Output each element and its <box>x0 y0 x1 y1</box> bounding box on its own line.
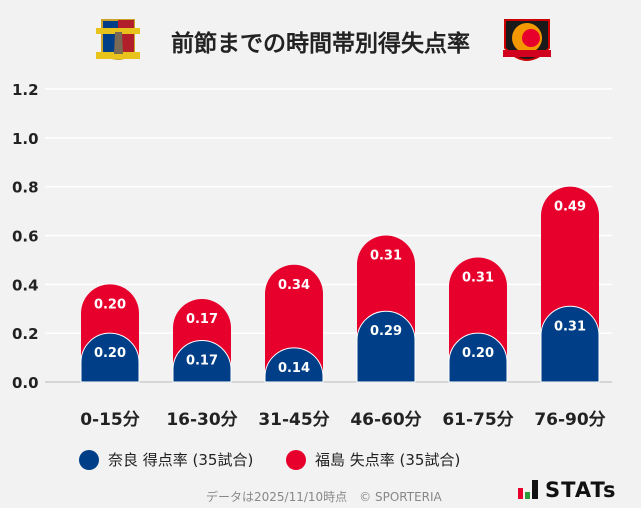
data-label-fukushima: 0.49 <box>554 200 586 215</box>
data-label-nara: 0.29 <box>370 324 402 339</box>
data-label-fukushima: 0.31 <box>462 270 494 285</box>
x-tick-label: 46-60分 <box>350 410 421 430</box>
data-label-fukushima: 0.20 <box>94 297 126 312</box>
stats-bars-icon <box>518 480 538 499</box>
nara-logo <box>96 19 140 60</box>
bar-nara <box>356 310 416 383</box>
stats-logo: STATs <box>518 478 616 502</box>
x-tick-label: 16-30分 <box>166 410 237 430</box>
data-label-nara: 0.20 <box>94 346 126 361</box>
x-tick-label: 76-90分 <box>534 410 605 430</box>
data-label-fukushima: 0.34 <box>278 278 310 293</box>
stats-brand-text: STATs <box>545 478 617 502</box>
bar-nara <box>264 347 324 383</box>
y-tick-label: 0.6 <box>12 228 39 246</box>
legend-item-fukushima: 福島 失点率 (35試合) <box>286 449 460 470</box>
footer-note: データは2025/11/10時点 © SPORTERIA <box>206 490 442 504</box>
data-label-fukushima: 0.31 <box>370 249 402 264</box>
data-label-nara: 0.17 <box>186 353 218 368</box>
legend-label-nara: 奈良 得点率 (35試合) <box>108 451 254 469</box>
data-label-nara: 0.20 <box>462 346 494 361</box>
bar-nara <box>80 332 140 383</box>
legend-item-nara: 奈良 得点率 (35試合) <box>79 449 253 470</box>
fukushima-logo <box>503 19 551 61</box>
y-tick-label: 1.2 <box>12 81 39 99</box>
bar-nara <box>172 340 232 383</box>
x-tick-label: 0-15分 <box>80 410 140 430</box>
legend-swatch-fukushima <box>286 449 306 470</box>
y-tick-label: 0.8 <box>12 179 39 197</box>
bar-nara <box>540 305 600 383</box>
x-tick-label: 61-75分 <box>442 410 513 430</box>
data-label-nara: 0.31 <box>554 319 586 334</box>
y-tick-label: 0.2 <box>12 325 39 343</box>
legend-label-fukushima: 福島 失点率 (35試合) <box>315 451 461 469</box>
y-tick-label: 1.0 <box>12 130 39 148</box>
bar-nara <box>448 332 508 383</box>
legend-swatch-nara <box>79 449 99 470</box>
y-tick-label: 0.0 <box>12 374 39 392</box>
chart-title: 前節までの時間帯別得失点率 <box>171 31 470 57</box>
x-tick-label: 31-45分 <box>258 410 329 430</box>
y-tick-label: 0.4 <box>12 276 39 294</box>
data-label-nara: 0.14 <box>278 361 310 376</box>
data-label-fukushima: 0.17 <box>186 312 218 327</box>
